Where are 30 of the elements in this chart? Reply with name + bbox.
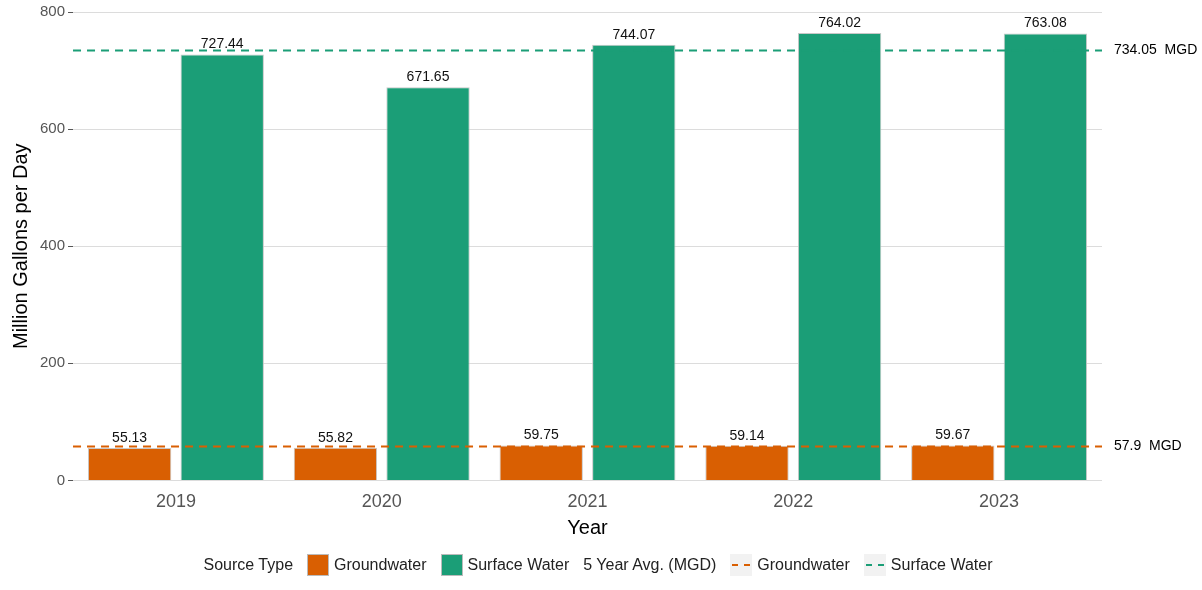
legend-label: Surface Water xyxy=(467,556,570,574)
x-axis-title: Year xyxy=(567,515,609,538)
y-tick-label: 200 xyxy=(40,353,66,371)
data-label: 671.65 xyxy=(406,68,450,85)
x-tick-label: 2022 xyxy=(773,491,814,512)
data-label: 763.08 xyxy=(1023,14,1068,31)
text: Surface Water xyxy=(890,556,993,573)
legend-title: Source Type xyxy=(203,556,294,574)
data-label: 727.44 xyxy=(200,35,244,52)
data-label: 55.13 xyxy=(112,428,148,445)
y-tick-label: 800 xyxy=(40,2,66,20)
y-tick-label: 0 xyxy=(56,470,66,488)
data-label: 59.14 xyxy=(729,426,765,443)
y-axis-title: Million Gallons per Day xyxy=(8,143,31,350)
legend-label: Groundwater xyxy=(334,556,427,574)
y-tick-label: 600 xyxy=(40,119,66,137)
data-label: 59.75 xyxy=(523,426,559,443)
data-label: 744.07 xyxy=(612,25,656,42)
data-label: 55.82 xyxy=(317,428,354,445)
x-tick-label: 2021 xyxy=(567,491,608,512)
text: 5 Year Avg. (MGD) xyxy=(583,556,717,574)
ref-line-label: 57.9 MGD xyxy=(1114,437,1182,454)
text: Groundwater xyxy=(757,556,850,573)
data-label: 764.02 xyxy=(818,13,862,30)
data-label: 59.67 xyxy=(935,426,971,443)
x-tick-label: 2020 xyxy=(361,491,402,512)
x-tick-label: 2019 xyxy=(155,491,196,512)
y-tick-label: 400 xyxy=(40,236,66,254)
ref-line-label: 734.05 MGD xyxy=(1114,41,1198,58)
x-tick-label: 2023 xyxy=(979,491,1020,512)
